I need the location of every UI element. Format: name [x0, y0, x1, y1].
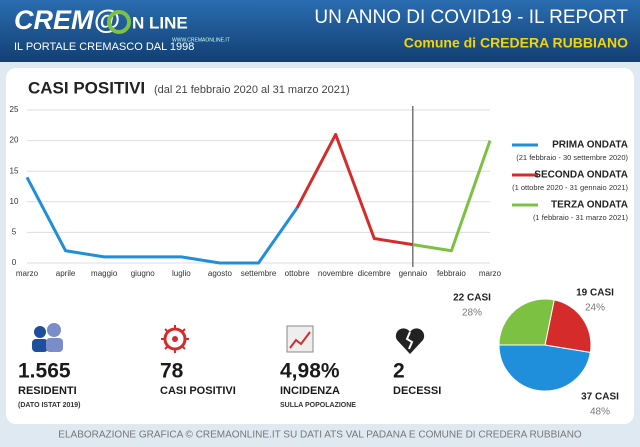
footer: ELABORAZIONE GRAFICA © CREMAONLINE.IT SU…	[58, 430, 582, 441]
pie-slice	[498, 344, 591, 392]
slice-percent: 24%	[585, 303, 605, 314]
legend-period: (1 febbraio - 31 marzo 2021)	[533, 213, 629, 222]
x-tick-label: settembre	[241, 269, 277, 278]
legend-name: PRIMA ONDATA	[552, 140, 628, 151]
y-tick-label: 5	[12, 228, 17, 237]
x-tick-label: maggio	[91, 269, 118, 278]
x-tick-label: aprile	[56, 269, 76, 278]
legend-period: (1 ottobre 2020 - 31 gennaio 2021)	[512, 183, 628, 192]
stat-label: RESIDENTI	[18, 385, 77, 397]
stat-note: SULLA POPOLAZIONE	[280, 402, 356, 409]
url: WWW.CREMAONLINE.IT	[172, 37, 230, 43]
slice-percent: 48%	[590, 407, 610, 418]
stat-label: INCIDENZA	[280, 385, 340, 397]
stat-note: (DATO ISTAT 2019)	[18, 402, 81, 409]
tagline: IL PORTALE CREMASCO DAL 1998	[14, 41, 194, 53]
stat-value: 1.565	[18, 360, 71, 383]
y-tick-label: 20	[10, 136, 19, 145]
x-tick-label: gennaio	[399, 269, 428, 278]
legend-period: (21 febbraio - 30 settembre 2020)	[516, 153, 628, 162]
x-tick-label: agosto	[208, 269, 233, 278]
stat-label: CASI POSITIVI	[160, 385, 236, 397]
x-tick-label: febbraio	[437, 269, 466, 278]
x-tick-label: luglio	[172, 269, 191, 278]
chart-title: CASI POSITIVI	[28, 78, 145, 97]
logo-o	[107, 10, 131, 34]
slice-label: 37 CASI	[581, 392, 619, 403]
header-band	[0, 0, 640, 62]
legend-name: SECONDA ONDATA	[534, 170, 628, 181]
legend-name: TERZA ONDATA	[551, 200, 628, 211]
logo-tail: N LINE	[132, 13, 188, 32]
y-tick-label: 25	[10, 105, 19, 114]
slice-percent: 28%	[462, 308, 482, 319]
stat-value: 4,98%	[280, 360, 340, 383]
stat-value: 78	[160, 360, 184, 383]
x-tick-label: novembre	[318, 269, 354, 278]
pie-slice	[544, 299, 592, 353]
x-tick-label: dicembre	[358, 269, 391, 278]
y-tick-label: 10	[10, 197, 19, 206]
stat-value: 2	[393, 360, 405, 383]
virus-icon	[161, 325, 189, 353]
x-tick-label: marzo	[479, 269, 502, 278]
series-line	[295, 132, 414, 247]
pie-slice	[498, 298, 555, 346]
x-tick-label: giugno	[131, 269, 156, 278]
heart-icon	[395, 328, 425, 354]
series-line	[25, 176, 299, 265]
trend-icon	[286, 325, 314, 353]
y-tick-label: 15	[10, 166, 19, 175]
chart-subtitle: (dal 21 febbraio 2020 al 31 marzo 2021)	[154, 84, 350, 96]
panel	[6, 68, 634, 424]
slice-label: 19 CASI	[576, 288, 614, 299]
report-subtitle: Comune di CREDERA RUBBIANO	[404, 35, 628, 51]
x-tick-label: ottobre	[285, 269, 310, 278]
report-title: UN ANNO DI COVID19 - IL REPORT	[314, 7, 628, 28]
x-tick-label: marzo	[16, 269, 39, 278]
slice-label: 22 CASI	[453, 293, 491, 304]
y-tick-label: 0	[12, 258, 17, 267]
series-line	[412, 140, 492, 253]
people-icon	[32, 323, 63, 352]
stat-label: DECESSI	[393, 385, 441, 397]
logo: CREM@	[14, 5, 120, 35]
